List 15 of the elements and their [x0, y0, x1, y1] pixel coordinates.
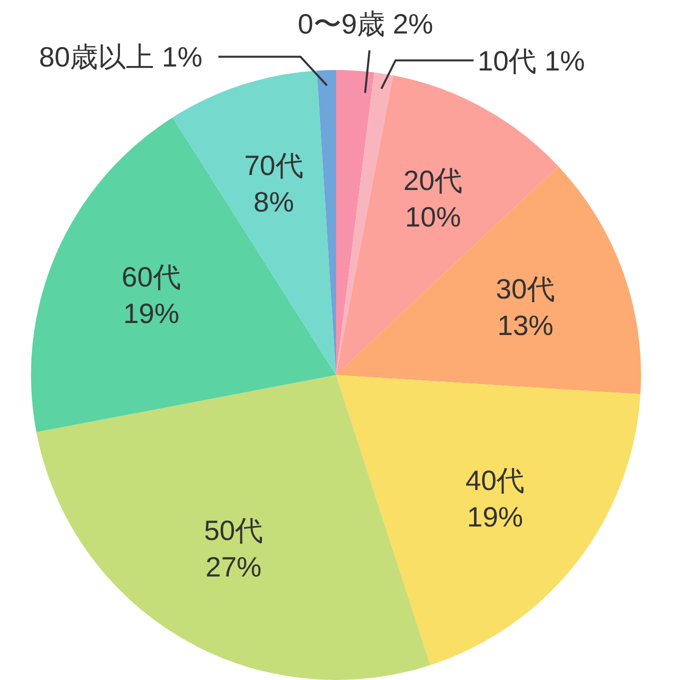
slice-label: 20代 — [403, 165, 463, 196]
slice-label: 0〜9歳 2% — [298, 8, 434, 40]
data-label: 27% — [206, 551, 262, 582]
slice-label: 40代 — [465, 464, 525, 496]
data-label: 8% — [254, 186, 294, 218]
slice-label: 60代 — [122, 262, 181, 293]
slice-label: 70代 — [244, 150, 304, 182]
slice-label: 50代 — [204, 514, 264, 546]
slice-label: 80歳以上 1% — [38, 42, 202, 73]
data-label: 10% — [404, 202, 461, 233]
data-label: 19% — [467, 501, 524, 532]
data-label: 19% — [123, 298, 180, 330]
slice-label: 30代 — [496, 273, 555, 304]
data-label: 13% — [497, 310, 554, 341]
slice-label: 10代 1% — [478, 45, 585, 76]
